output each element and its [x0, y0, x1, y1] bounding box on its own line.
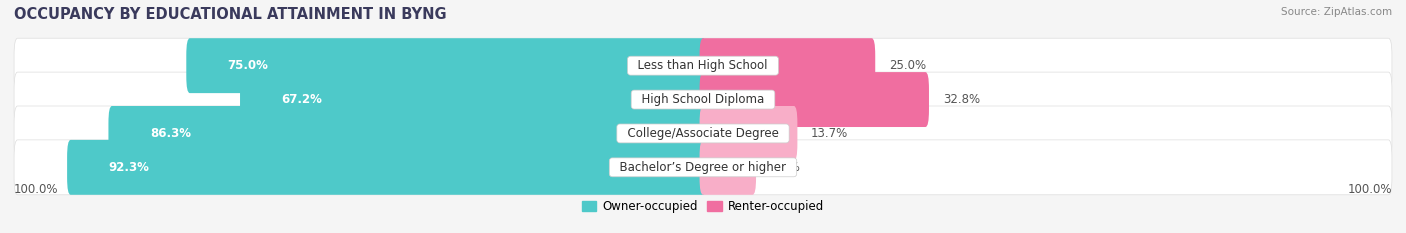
FancyBboxPatch shape [700, 140, 756, 195]
FancyBboxPatch shape [14, 72, 1392, 127]
Text: Less than High School: Less than High School [630, 59, 776, 72]
FancyBboxPatch shape [14, 140, 1392, 195]
FancyBboxPatch shape [108, 106, 706, 161]
FancyBboxPatch shape [700, 72, 929, 127]
FancyBboxPatch shape [67, 140, 706, 195]
FancyBboxPatch shape [700, 106, 797, 161]
Text: 13.7%: 13.7% [811, 127, 848, 140]
Text: 100.0%: 100.0% [1347, 183, 1392, 196]
Text: High School Diploma: High School Diploma [634, 93, 772, 106]
Text: 7.7%: 7.7% [770, 161, 800, 174]
FancyBboxPatch shape [186, 38, 706, 93]
Text: Source: ZipAtlas.com: Source: ZipAtlas.com [1281, 7, 1392, 17]
Legend: Owner-occupied, Renter-occupied: Owner-occupied, Renter-occupied [578, 195, 828, 218]
FancyBboxPatch shape [14, 106, 1392, 161]
Text: 100.0%: 100.0% [14, 183, 59, 196]
Text: OCCUPANCY BY EDUCATIONAL ATTAINMENT IN BYNG: OCCUPANCY BY EDUCATIONAL ATTAINMENT IN B… [14, 7, 447, 22]
Text: College/Associate Degree: College/Associate Degree [620, 127, 786, 140]
FancyBboxPatch shape [240, 72, 706, 127]
FancyBboxPatch shape [14, 38, 1392, 93]
Text: Bachelor’s Degree or higher: Bachelor’s Degree or higher [612, 161, 794, 174]
Text: 32.8%: 32.8% [943, 93, 980, 106]
Text: 92.3%: 92.3% [108, 161, 149, 174]
Text: 25.0%: 25.0% [889, 59, 927, 72]
Text: 67.2%: 67.2% [281, 93, 322, 106]
FancyBboxPatch shape [700, 38, 875, 93]
Text: 75.0%: 75.0% [228, 59, 269, 72]
Text: 86.3%: 86.3% [150, 127, 191, 140]
